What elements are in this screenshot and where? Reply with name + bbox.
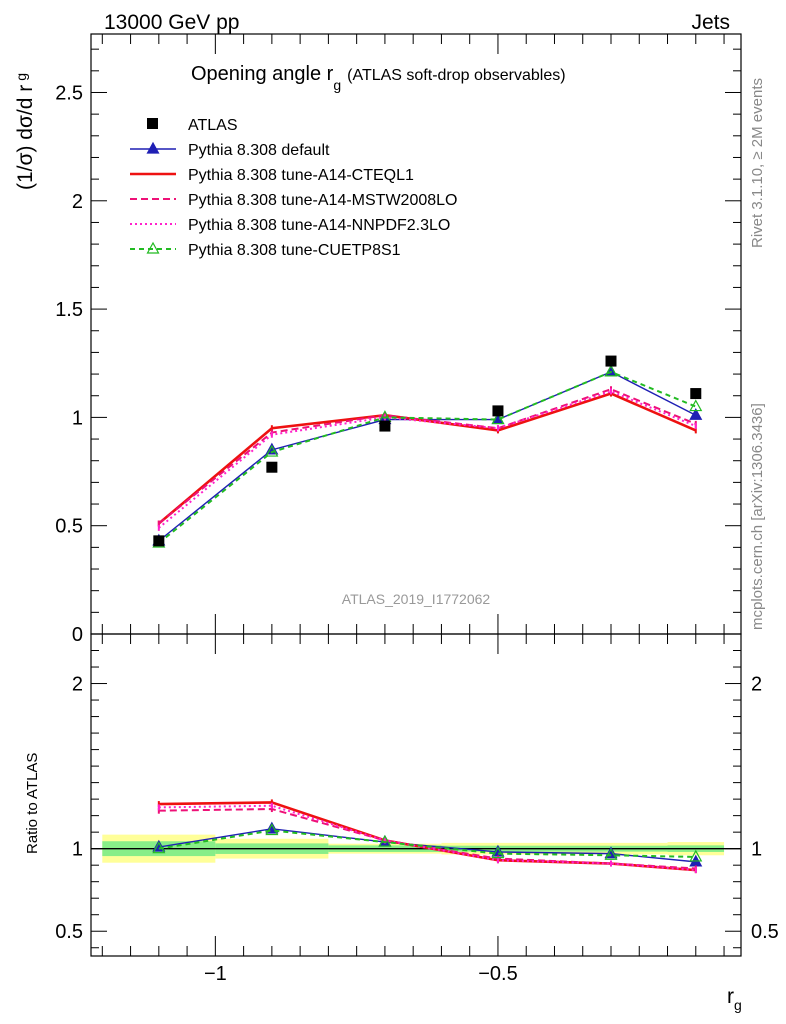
x-tick-label: −1 <box>204 963 227 985</box>
x-axis-label: rg <box>727 985 742 1013</box>
legend-atlas-label: ATLAS <box>188 117 238 134</box>
legend-atlas-marker <box>147 118 158 129</box>
ratio-y-tick-label-right: 1 <box>751 839 762 861</box>
header-right: Jets <box>691 11 730 34</box>
main-y-axis-label: (1/σ) dσ/d rg <box>13 73 37 190</box>
main-series-group <box>152 355 703 548</box>
ratio-series-line <box>158 829 696 858</box>
ratio-series-point <box>604 848 618 860</box>
main-y-tick-label: 2 <box>72 191 83 213</box>
x-tick-label: −0.5 <box>478 963 517 985</box>
legend-label: Pythia 8.308 tune-A14-MSTW2008LO <box>188 192 457 209</box>
ratio-series-line <box>158 804 696 872</box>
atlas-data-point <box>690 388 702 400</box>
mcplots-reference-text: mcplots.cern.ch [arXiv:1306.3436] <box>749 403 766 630</box>
ratio-series-point <box>265 823 279 836</box>
main-series-line <box>158 371 697 542</box>
main-series-point <box>604 364 618 377</box>
main-series-line <box>157 392 697 525</box>
main-series-point <box>265 444 279 457</box>
ratio-series-point <box>378 834 392 847</box>
main-y-tick-label: 1 <box>72 407 83 429</box>
ratio-y-tick-label-right: 2 <box>751 674 762 696</box>
main-series-point <box>689 407 703 420</box>
legend-marker <box>146 141 160 154</box>
ratio-series-point <box>152 841 166 854</box>
ratio-plot-frame <box>90 633 742 957</box>
legend-label: Pythia 8.308 default <box>188 142 330 159</box>
legend-label: Pythia 8.308 tune-CUETP8S1 <box>188 242 401 259</box>
atlas-data-point <box>266 461 278 473</box>
main-series-line <box>158 388 697 525</box>
ratio-series-point <box>689 849 703 862</box>
main-series-point <box>689 399 703 412</box>
ratio-series-group <box>152 799 703 874</box>
axis-ticks: 0 0.5 1 1.5 2 2.5 0.5 0.5 1 1 2 2 −1 −0.5 <box>55 34 779 985</box>
main-title: Opening angle rg(ATLAS soft-drop observa… <box>191 63 566 93</box>
ratio-series-point <box>491 846 505 859</box>
ratio-y-tick-label: 1 <box>72 839 83 861</box>
rivet-version-text: Rivet 3.1.10, ≥ 2M events <box>749 78 766 248</box>
header-left: 13000 GeV pp <box>104 11 239 34</box>
ratio-series-line <box>158 808 696 870</box>
ratio-y-axis-label: Ratio to ATLAS <box>24 753 41 854</box>
ratio-uncertainty-bands <box>91 834 741 863</box>
main-y-tick-label: 0.5 <box>55 516 83 538</box>
ratio-y-tick-label-right: 0.5 <box>751 921 779 943</box>
main-y-tick-label: 1.5 <box>55 299 83 321</box>
legend-marker <box>146 241 160 254</box>
ratio-y-tick-label: 0.5 <box>55 921 83 943</box>
main-series-line <box>158 370 697 544</box>
atlas-data-point <box>605 355 617 367</box>
atlas-data-point <box>153 535 165 547</box>
legend-label: Pythia 8.308 tune-A14-NNPDF2.3LO <box>188 217 450 234</box>
atlas-data-point <box>379 420 391 432</box>
main-y-tick-label: 2.5 <box>55 82 83 104</box>
atlas-data-point <box>492 405 504 417</box>
main-y-tick-label: 0 <box>72 624 83 646</box>
analysis-watermark: ATLAS_2019_I1772062 <box>342 591 491 607</box>
legend-label: Pythia 8.308 tune-A14-CTEQL1 <box>188 167 414 184</box>
main-series-point <box>491 412 505 425</box>
legend: ATLAS Pythia 8.308 default Pythia 8.308 tu… <box>130 117 457 259</box>
ratio-y-tick-label: 2 <box>72 674 83 696</box>
